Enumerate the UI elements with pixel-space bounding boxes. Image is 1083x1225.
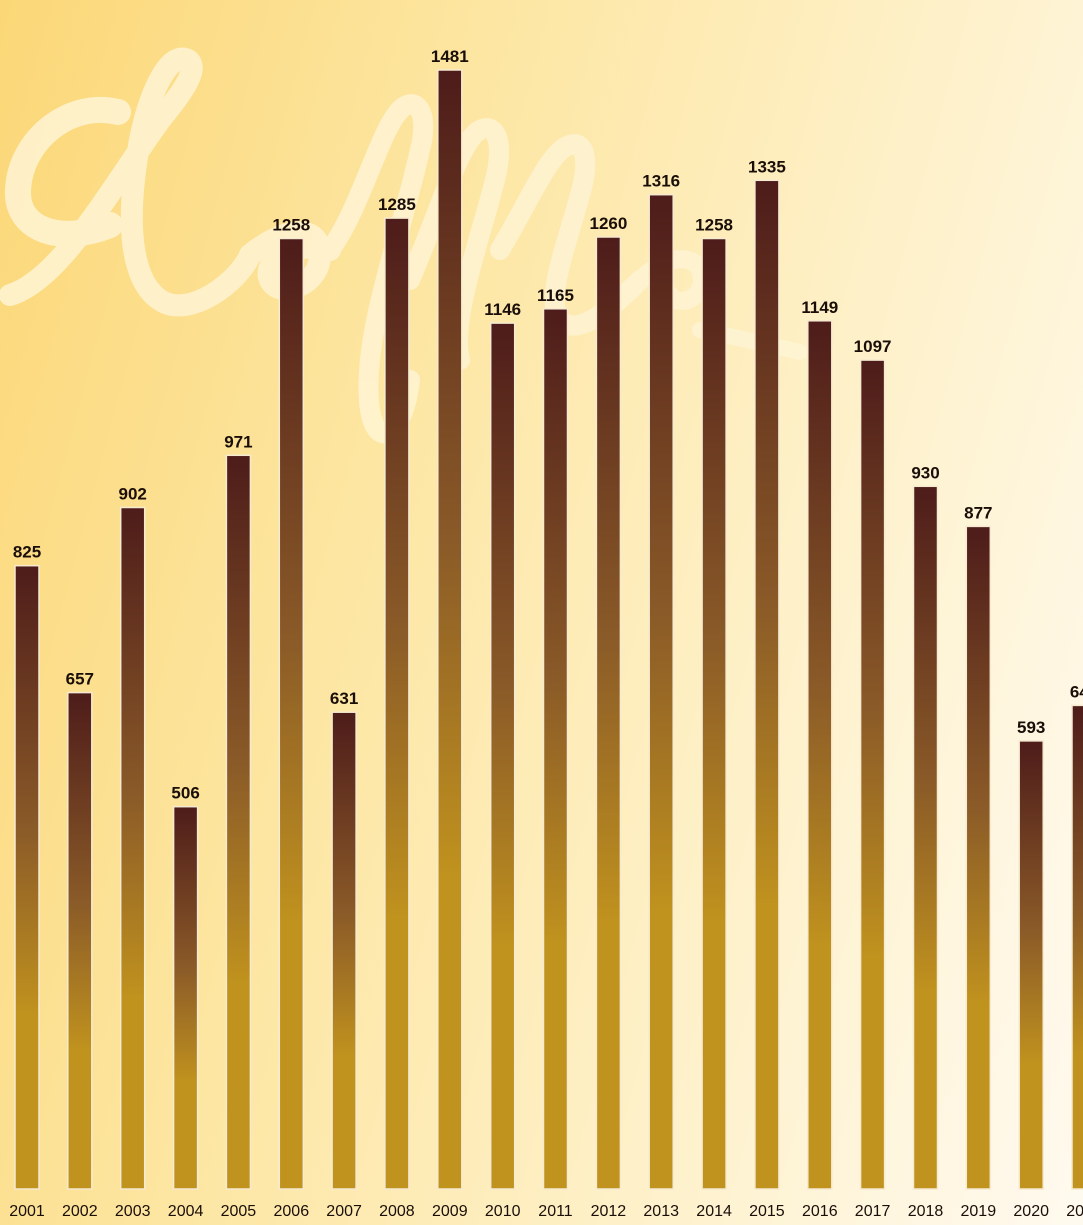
bar-2013: [648, 193, 674, 1190]
bar-2012: [595, 236, 622, 1190]
bar-2018: [912, 485, 939, 1190]
category-label-2017: 2017: [855, 1203, 891, 1220]
bar-2008: [384, 217, 410, 1190]
value-label-2020: 593: [1017, 718, 1045, 737]
bar-2016: [807, 320, 833, 1190]
value-label-2017: 1097: [854, 337, 892, 356]
value-label-2013: 1316: [642, 172, 680, 191]
category-labels-group: 2001 2002 2003 2004 2005 2006 2007 2008 2009 2010…: [9, 1203, 1083, 1220]
value-label-2007: 631: [330, 689, 358, 708]
value-label-2008: 1285: [378, 195, 416, 214]
bar-2003: [119, 506, 146, 1190]
bar-2002: [67, 691, 93, 1190]
category-label-2009: 2009: [432, 1203, 468, 1220]
bar-2015: [754, 179, 780, 1190]
value-label-2018: 930: [911, 463, 939, 482]
category-label-2021: 2021: [1066, 1203, 1083, 1220]
value-label-2004: 506: [171, 784, 199, 803]
category-label-2010: 2010: [485, 1203, 521, 1220]
bar-2020: [1018, 740, 1044, 1190]
value-label-2021: 640: [1070, 682, 1083, 701]
category-label-2012: 2012: [591, 1203, 627, 1220]
value-label-2011: 1165: [537, 286, 574, 305]
bar-2005: [225, 454, 252, 1190]
value-label-2009: 1481: [431, 47, 469, 66]
bar-2007: [331, 711, 357, 1190]
category-label-2002: 2002: [62, 1203, 98, 1220]
category-label-2007: 2007: [326, 1203, 362, 1220]
category-label-2020: 2020: [1013, 1203, 1049, 1220]
value-label-2016: 1149: [801, 298, 838, 317]
category-label-2005: 2005: [221, 1203, 257, 1220]
category-label-2004: 2004: [168, 1203, 204, 1220]
value-label-2012: 1260: [589, 214, 627, 233]
category-label-2011: 2011: [538, 1203, 573, 1220]
category-label-2018: 2018: [908, 1203, 944, 1220]
category-label-2013: 2013: [643, 1203, 679, 1220]
value-label-2002: 657: [66, 670, 94, 689]
bars-group: [14, 69, 1083, 1190]
value-label-2006: 1258: [272, 216, 310, 235]
value-label-2010: 1146: [484, 300, 521, 319]
bar-2021: [1071, 704, 1083, 1190]
value-labels-group: 825 657 902 506 971 1258 631 1285 1481 1146 1165 12…: [13, 47, 1083, 803]
value-label-2003: 902: [119, 485, 147, 504]
bar-2014: [701, 237, 727, 1190]
value-label-2005: 971: [224, 432, 252, 451]
category-label-2019: 2019: [961, 1203, 997, 1220]
category-label-2014: 2014: [696, 1203, 732, 1220]
category-label-2008: 2008: [379, 1203, 415, 1220]
value-label-2001: 825: [13, 543, 41, 562]
value-label-2015: 1335: [748, 157, 786, 176]
category-label-2001: 2001: [9, 1203, 45, 1220]
bar-2001: [14, 564, 40, 1190]
category-label-2016: 2016: [802, 1203, 838, 1220]
category-label-2003: 2003: [115, 1203, 151, 1220]
bar-2010: [489, 322, 516, 1190]
bar-2017: [859, 359, 886, 1190]
value-label-2014: 1258: [695, 216, 733, 235]
category-label-2006: 2006: [274, 1203, 310, 1220]
bar-2009: [437, 69, 463, 1190]
category-label-2015: 2015: [749, 1203, 785, 1220]
value-label-2019: 877: [964, 503, 992, 522]
bar-2004: [172, 805, 199, 1190]
bar-2011: [542, 308, 569, 1190]
bar-2019: [965, 525, 992, 1190]
bar-2006: [278, 237, 305, 1190]
